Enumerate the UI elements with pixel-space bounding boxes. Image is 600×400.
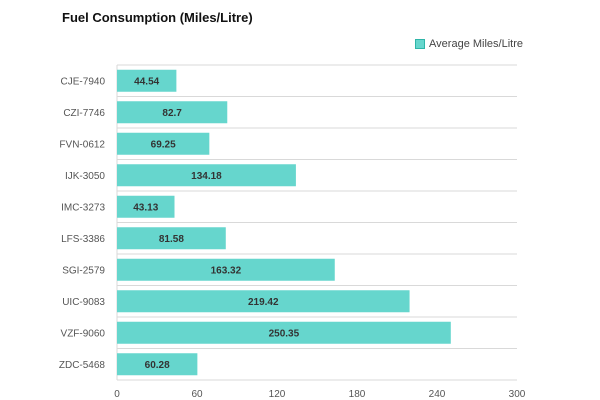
category-label: IJK-3050 — [65, 171, 105, 182]
legend: Average Miles/Litre — [415, 38, 523, 50]
value-label: 69.25 — [151, 139, 176, 150]
value-label: 163.32 — [211, 265, 242, 276]
bar — [117, 353, 198, 376]
x-tick-label: 60 — [191, 389, 203, 400]
bar — [117, 132, 210, 155]
bar — [117, 258, 335, 281]
bar — [117, 227, 226, 250]
value-label: 250.35 — [269, 328, 300, 339]
category-label: UIC-9083 — [62, 297, 105, 308]
category-label: CZI-7746 — [63, 108, 105, 119]
bar — [117, 69, 177, 92]
legend-swatch — [415, 39, 426, 49]
category-label: FVN-0612 — [59, 139, 105, 150]
value-label: 134.18 — [191, 171, 222, 182]
value-label: 43.13 — [133, 202, 158, 213]
category-label: IMC-3273 — [61, 202, 105, 213]
bar — [117, 290, 410, 313]
value-label: 219.42 — [248, 297, 279, 308]
chart-title: Fuel Consumption (Miles/Litre) — [62, 10, 253, 25]
bar — [117, 101, 228, 124]
bar — [117, 321, 451, 344]
bar — [117, 195, 175, 218]
category-label: CJE-7940 — [61, 76, 106, 87]
category-label: SGI-2579 — [62, 265, 105, 276]
category-label: LFS-3386 — [61, 234, 105, 245]
category-label: ZDC-5468 — [59, 360, 106, 371]
x-tick-label: 180 — [349, 389, 366, 400]
value-label: 82.7 — [162, 108, 182, 119]
value-label: 60.28 — [145, 360, 170, 371]
bar — [117, 164, 296, 187]
x-tick-label: 0 — [114, 389, 120, 400]
x-tick-label: 300 — [509, 389, 526, 400]
x-tick-label: 120 — [269, 389, 286, 400]
value-label: 44.54 — [134, 76, 159, 87]
value-label: 81.58 — [159, 234, 184, 245]
legend-label: Average Miles/Litre — [429, 38, 523, 50]
category-label: VZF-9060 — [61, 328, 106, 339]
x-tick-label: 240 — [429, 389, 446, 400]
